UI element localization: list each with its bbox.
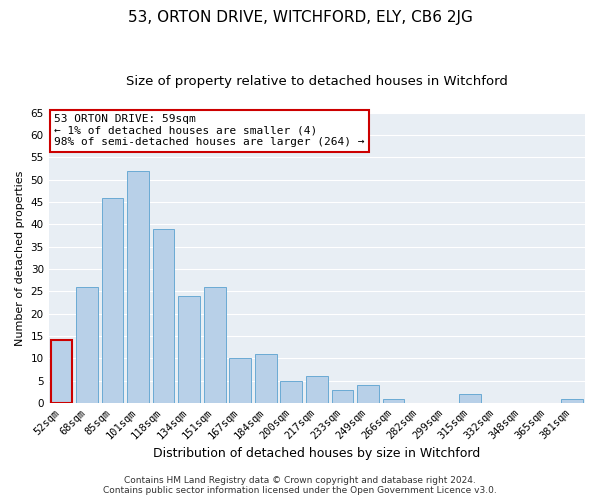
Bar	[459, 394, 481, 403]
Bar	[50, 340, 72, 403]
Y-axis label: Number of detached properties: Number of detached properties	[15, 170, 25, 346]
Bar	[153, 229, 175, 403]
Text: Contains HM Land Registry data © Crown copyright and database right 2024.
Contai: Contains HM Land Registry data © Crown c…	[103, 476, 497, 495]
Bar	[280, 380, 302, 403]
Bar	[76, 287, 98, 403]
Bar	[306, 376, 328, 403]
Text: 53, ORTON DRIVE, WITCHFORD, ELY, CB6 2JG: 53, ORTON DRIVE, WITCHFORD, ELY, CB6 2JG	[128, 10, 472, 25]
Bar	[332, 390, 353, 403]
Bar	[204, 287, 226, 403]
X-axis label: Distribution of detached houses by size in Witchford: Distribution of detached houses by size …	[153, 447, 481, 460]
Bar	[229, 358, 251, 403]
Text: 53 ORTON DRIVE: 59sqm
← 1% of detached houses are smaller (4)
98% of semi-detach: 53 ORTON DRIVE: 59sqm ← 1% of detached h…	[54, 114, 365, 148]
Bar	[562, 398, 583, 403]
Title: Size of property relative to detached houses in Witchford: Size of property relative to detached ho…	[126, 75, 508, 88]
Bar	[127, 171, 149, 403]
Bar	[255, 354, 277, 403]
Bar	[383, 398, 404, 403]
Bar	[178, 296, 200, 403]
Bar	[357, 385, 379, 403]
Bar	[101, 198, 124, 403]
